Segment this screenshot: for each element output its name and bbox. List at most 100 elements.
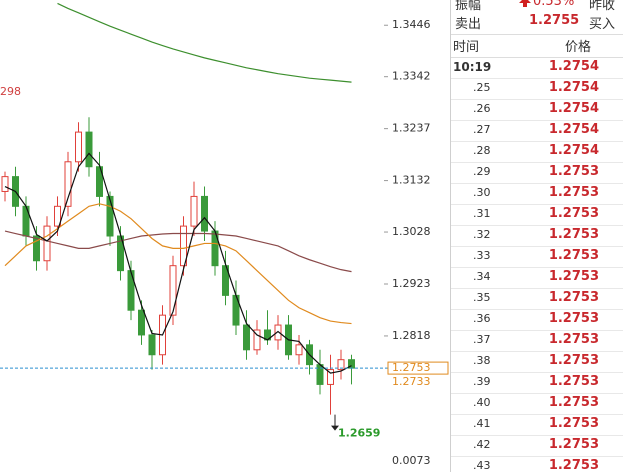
trade-price: 1.2753 (548, 374, 599, 389)
trade-row: 10:19 1.2754 (451, 57, 623, 79)
trade-time: .30 (473, 186, 491, 199)
table-header: 时间 价格 (451, 34, 623, 58)
trade-time: .36 (473, 312, 491, 325)
moving-average (4, 203, 352, 325)
candle-body (138, 309, 145, 336)
candle-body (43, 225, 51, 262)
y-tick-label: 1.3342 (392, 70, 431, 83)
trade-time: .25 (473, 81, 491, 94)
low-label: 1.2659 (338, 427, 380, 440)
trade-time: .39 (473, 375, 491, 388)
moving-average (57, 2, 352, 83)
candle-body (295, 344, 303, 356)
trade-row: .25 1.2754 (451, 78, 623, 100)
trade-row: .33 1.2753 (451, 246, 623, 268)
trade-time: .35 (473, 291, 491, 304)
y-tick-label: 1.2923 (392, 277, 431, 290)
trade-row: .37 1.2753 (451, 330, 623, 352)
trade-price: 1.2753 (548, 206, 599, 221)
candle-body (243, 324, 250, 351)
trade-row: .27 1.2754 (451, 120, 623, 142)
candle-body (190, 195, 198, 227)
trade-time: .42 (473, 438, 491, 451)
trade-row: .30 1.2753 (451, 183, 623, 205)
trade-row: .29 1.2753 (451, 162, 623, 184)
trade-time: .28 (473, 144, 491, 157)
trade-time: .26 (473, 102, 491, 115)
trade-row: .42 1.2753 (451, 435, 623, 457)
quote-label: 买入 (589, 17, 616, 32)
trade-time: .40 (473, 396, 491, 409)
trade-row: .38 1.2753 (451, 351, 623, 373)
trade-row: .43 1.2753 (451, 456, 623, 472)
candle-body (54, 205, 61, 227)
y-tick-label: 1.3132 (392, 174, 431, 187)
trade-row: .36 1.2753 (451, 309, 623, 331)
quote-label: 昨收 (589, 0, 616, 13)
second-price-label: 1.2733 (392, 375, 431, 388)
trade-price: 1.2753 (548, 437, 599, 452)
trade-row: .32 1.2753 (451, 225, 623, 247)
trade-price: 1.2754 (548, 59, 599, 74)
candle-body (327, 369, 334, 385)
last-price-label: 1.2753 (392, 361, 431, 374)
trade-time: .32 (473, 228, 491, 241)
candle-body (85, 131, 93, 168)
edge-label: 298 (0, 85, 21, 98)
trade-time: .43 (473, 459, 491, 472)
trade-price: 1.2753 (548, 269, 599, 284)
y-tick-label: 1.3028 (392, 225, 431, 238)
trade-price: 1.2753 (548, 185, 599, 200)
candle-body (253, 329, 261, 351)
candle-body (1, 176, 9, 192)
candle-body (274, 324, 282, 341)
y-tick-label: 1.3446 (392, 18, 431, 31)
y-tick-label: 1.3237 (392, 122, 431, 135)
trade-price: 1.2753 (548, 458, 599, 472)
trade-price: 1.2753 (548, 290, 599, 305)
header-cell: 时间 (453, 40, 480, 55)
price-box (387, 361, 449, 375)
trade-panel: 振幅 0.53% 昨收 卖出 1.2755 买入 时间 价格 10:19 1.27… (450, 0, 623, 472)
trade-row: .40 1.2753 (451, 393, 623, 415)
quote-label: 卖出 (455, 17, 482, 32)
trade-row: .34 1.2753 (451, 267, 623, 289)
candle-body (75, 131, 82, 163)
up-arrow (519, 0, 531, 7)
low-arrow (331, 425, 339, 431)
chart: 298 0.0073 1.3446 1.3342 1.3237 1.3132 1.302… (0, 2, 450, 467)
trade-price: 1.2753 (548, 248, 599, 263)
trade-row: .35 1.2753 (451, 288, 623, 310)
trade-price: 1.2753 (548, 332, 599, 347)
quote-label: 振幅 (455, 0, 482, 13)
trade-time: .38 (473, 354, 491, 367)
trade-price: 1.2754 (548, 80, 599, 95)
trade-time: .34 (473, 270, 491, 283)
trade-price: 1.2753 (548, 416, 599, 431)
candle-body (127, 270, 135, 311)
trade-row: .39 1.2753 (451, 372, 623, 394)
trade-row: .31 1.2753 (451, 204, 623, 226)
trade-price: 1.2753 (548, 311, 599, 326)
trade-price: 1.2753 (548, 353, 599, 368)
trade-time: .41 (473, 417, 491, 430)
trade-price: 1.2754 (548, 143, 599, 158)
candle-body (337, 359, 345, 371)
trade-row: .26 1.2754 (451, 99, 623, 121)
volume-tick-label: 0.0073 (392, 454, 431, 467)
candle-body (201, 195, 208, 232)
candle-body (64, 161, 72, 207)
trade-price: 1.2753 (548, 164, 599, 179)
trade-time: .37 (473, 333, 491, 346)
quote-value: 0.53% (533, 0, 575, 9)
trade-price: 1.2754 (548, 122, 599, 137)
trade-time: .27 (473, 123, 491, 136)
trade-price: 1.2754 (548, 101, 599, 116)
trade-row: .28 1.2754 (451, 141, 623, 163)
trade-price: 1.2753 (548, 395, 599, 410)
header-cell: 价格 (565, 40, 592, 55)
moving-average (4, 152, 352, 374)
trade-time: .29 (473, 165, 491, 178)
moving-average (4, 230, 352, 273)
